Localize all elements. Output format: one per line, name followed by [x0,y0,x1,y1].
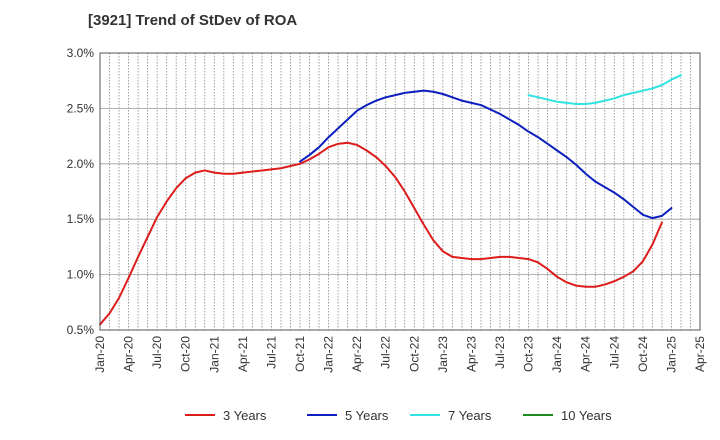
y-tick-label: 2.0% [67,157,95,171]
x-tick-label: Jul-23 [493,336,507,369]
chart-title: [3921] Trend of StDev of ROA [88,12,298,29]
y-axis-ticks: 0.5% 1.0% 1.5% 2.0% 2.5% 3.0% [67,46,95,337]
series-line-3-years [99,141,663,326]
series-line-5-years [299,89,673,220]
x-tick-label: Jan-20 [93,336,107,373]
y-tick-label: 1.0% [67,268,95,282]
plot-border [99,52,701,331]
x-tick-label: Oct-23 [522,336,536,372]
legend-label: 10 Years [561,408,612,423]
y-tick-label: 1.5% [67,212,95,226]
x-tick-label: Jan-24 [550,336,564,373]
x-axis-ticks: Jan-20 Apr-20 Jul-20 Oct-20 Jan-21 Apr-21 Jul-… [93,336,707,373]
plot-frame [99,52,701,331]
x-tick-label: Jul-20 [150,336,164,369]
series-line-7-years [527,74,682,105]
y-tick-label: 3.0% [67,46,95,60]
x-tick-label: Oct-24 [636,336,650,372]
x-tick-label: Oct-22 [407,336,421,372]
x-tick-label: Oct-20 [179,336,193,372]
x-tick-label: Apr-21 [236,336,250,372]
x-tick-label: Jan-21 [207,336,221,373]
x-tick-label: Jan-25 [664,336,678,373]
y-tick-label: 0.5% [67,323,95,337]
x-tick-label: Apr-22 [350,336,364,372]
series-lines [99,74,682,326]
x-tick-label: Apr-24 [579,336,593,372]
y-tick-label: 2.5% [67,101,95,115]
x-tick-label: Apr-20 [122,336,136,372]
legend-label: 7 Years [448,408,492,423]
x-tick-label: Jul-21 [264,336,278,369]
x-tick-label: Apr-23 [464,336,478,372]
x-tick-label: Jul-22 [379,336,393,369]
x-tick-label: Jan-23 [436,336,450,373]
x-tick-label: Apr-25 [693,336,707,372]
legend-label: 3 Years [223,408,267,423]
x-tick-label: Oct-21 [293,336,307,372]
legend: 3 Years 5 Years 7 Years 10 Years [185,408,612,423]
x-tick-label: Jul-24 [607,336,621,369]
x-tick-label: Jan-22 [322,336,336,373]
legend-label: 5 Years [345,408,389,423]
